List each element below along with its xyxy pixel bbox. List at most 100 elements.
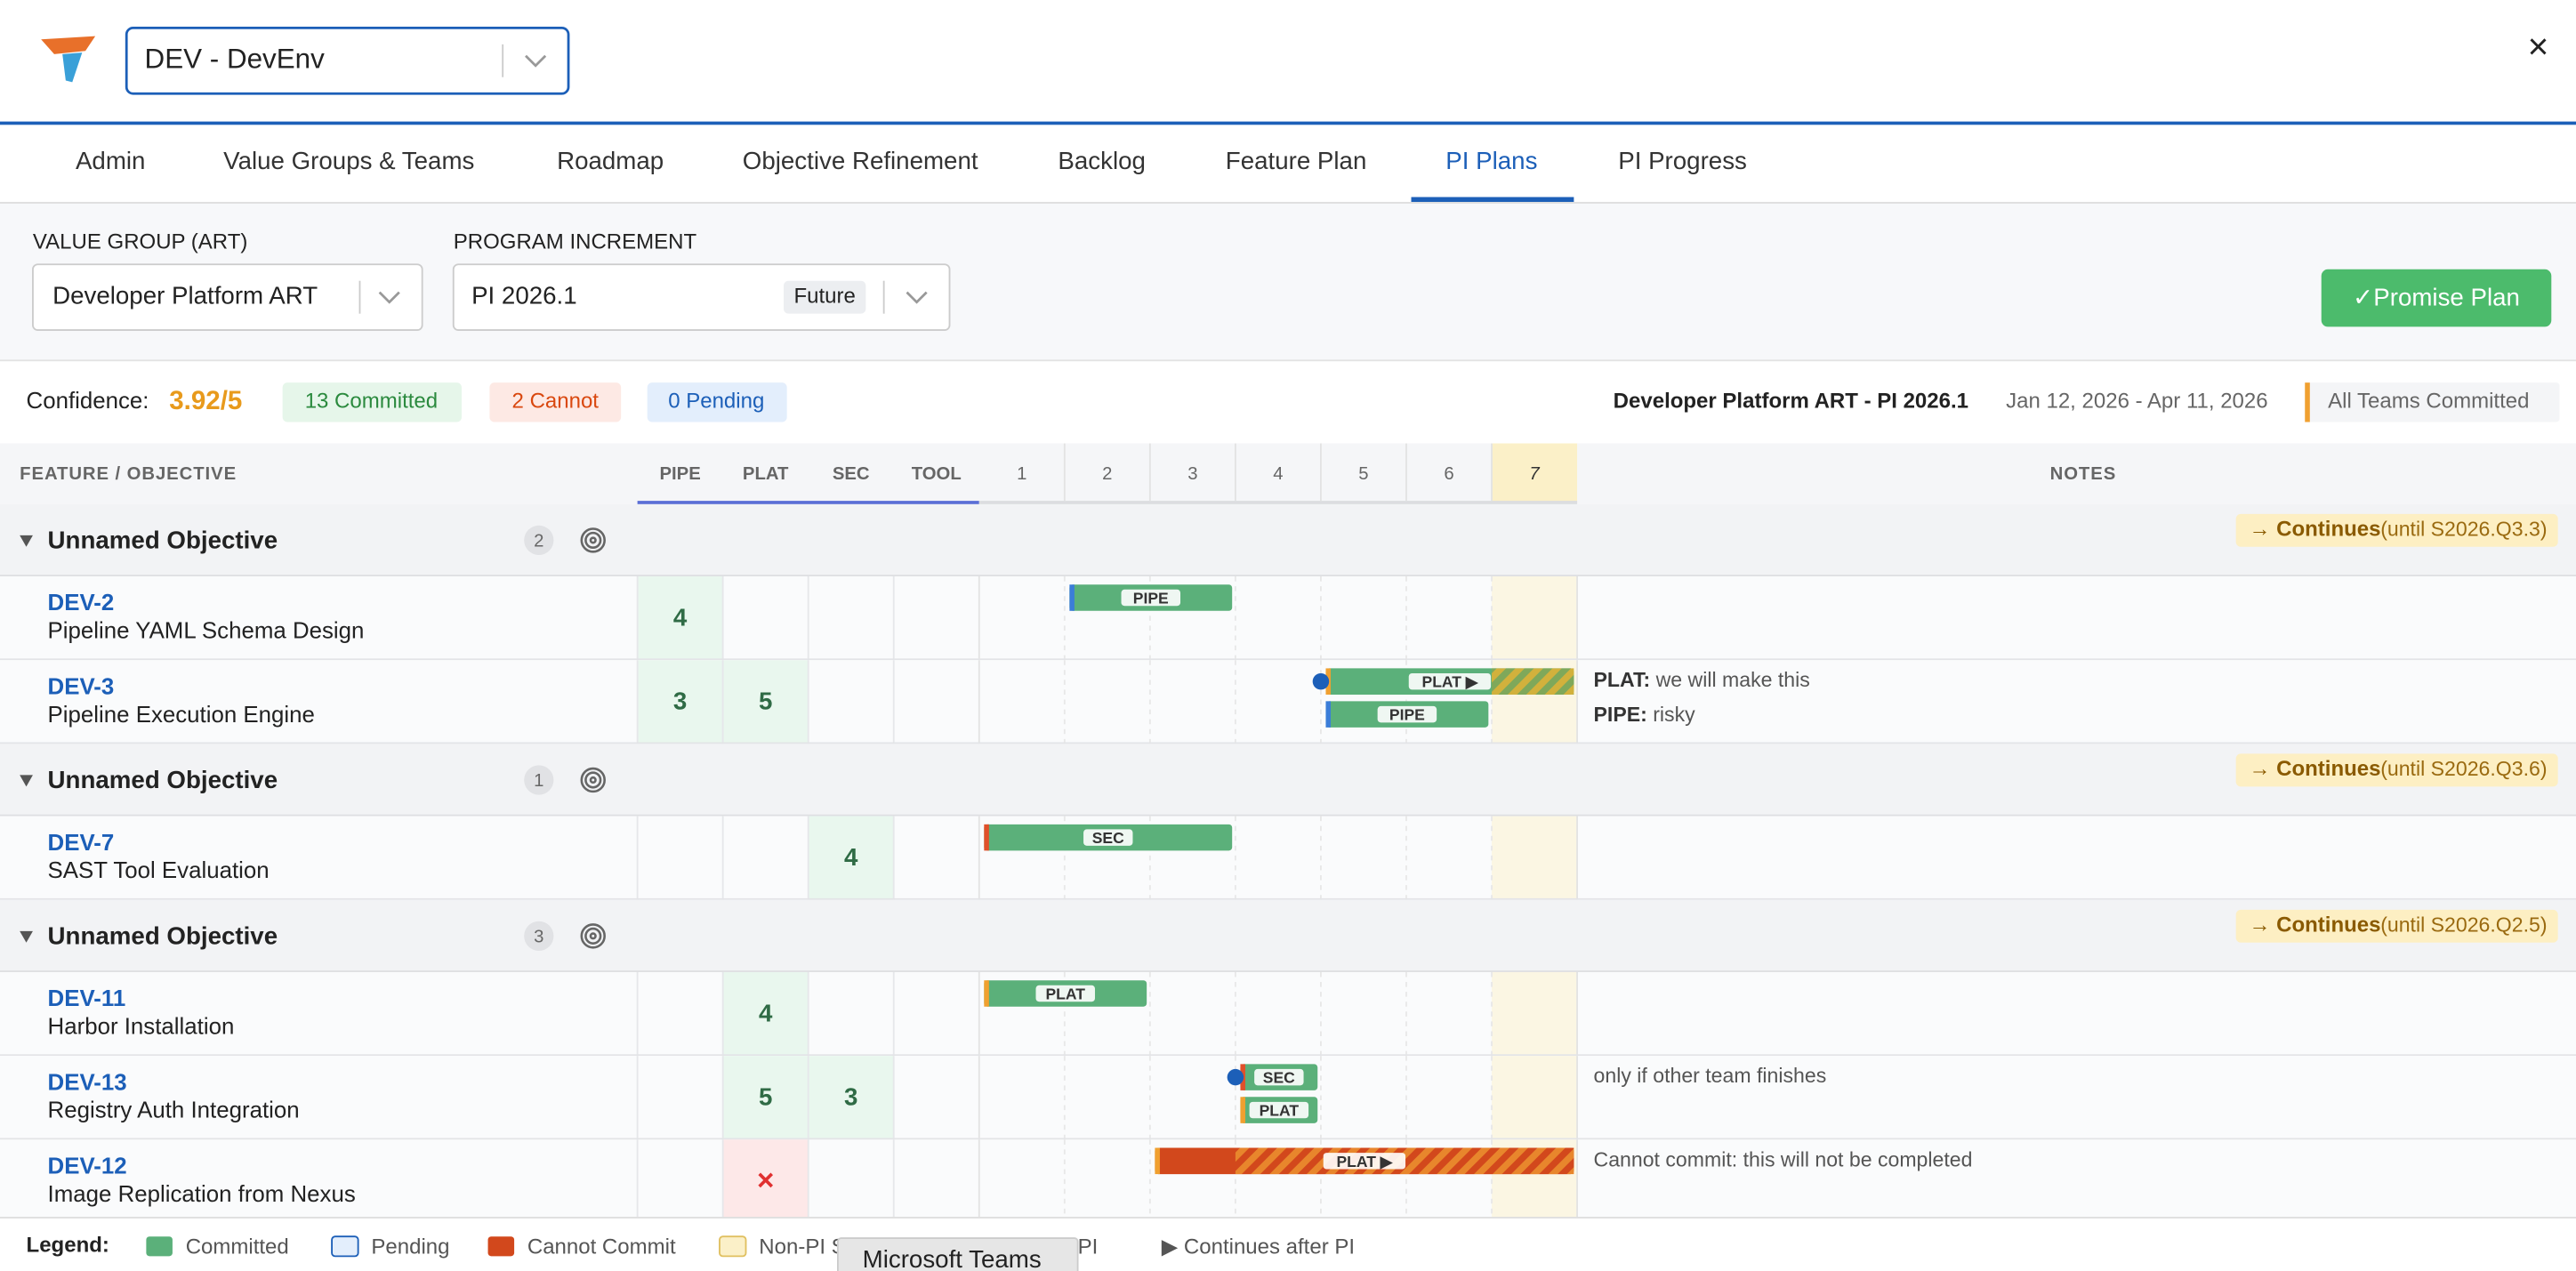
feature-id[interactable]: DEV-3 <box>48 674 115 699</box>
target-icon[interactable] <box>584 927 602 945</box>
legend-title: Legend: <box>27 1234 109 1258</box>
badge-bg <box>282 382 462 422</box>
env-select[interactable] <box>125 27 570 95</box>
note-team: PLAT: <box>1594 668 1651 691</box>
team-accent <box>984 980 989 1007</box>
continues-badge <box>2235 513 2558 547</box>
feature-id[interactable]: DEV-12 <box>48 1154 127 1179</box>
points-cell <box>722 1139 809 1224</box>
team-header: TOOL <box>912 464 962 484</box>
sprint-7-bg <box>1492 1056 1578 1140</box>
sprint-underline <box>978 501 1578 506</box>
feature-name: Pipeline YAML Schema Design <box>48 619 365 644</box>
target-icon[interactable] <box>584 771 602 789</box>
objective-row <box>0 744 2576 816</box>
tab[interactable]: Value Groups & Teams <box>223 147 474 174</box>
legend-swatch <box>719 1235 747 1258</box>
bar-label: SEC <box>1092 829 1124 847</box>
collapse-icon[interactable] <box>20 930 33 943</box>
target-icon[interactable] <box>580 767 606 793</box>
promise-button[interactable] <box>2321 269 2552 327</box>
note: only if other team finishes <box>1594 1064 1827 1087</box>
starts-before-dot <box>1312 672 1330 690</box>
target-icon[interactable] <box>580 923 606 949</box>
non-pi-sprint-header <box>1492 443 1578 504</box>
pi-badge: Future <box>793 285 855 309</box>
target-icon[interactable] <box>589 536 597 544</box>
team-accent <box>984 824 989 851</box>
feature-name: SAST Tool Evaluation <box>48 858 270 883</box>
target-icon[interactable] <box>580 527 606 553</box>
target-icon[interactable] <box>589 932 597 940</box>
note: Cannot commit: this will not be complete… <box>1594 1147 1973 1170</box>
row-border <box>0 1054 2576 1057</box>
bar-label: PLAT ▶ <box>1336 1153 1393 1170</box>
tooltip-label: Microsoft Teams <box>863 1245 1042 1271</box>
feature-id[interactable]: DEV-13 <box>48 1070 127 1095</box>
points-cell <box>637 576 723 661</box>
legend-item: Committed <box>186 1235 289 1259</box>
note-team: PIPE: <box>1594 703 1647 726</box>
continues-label: → Continues <box>2249 757 2380 781</box>
points: 5 <box>759 1082 772 1110</box>
tab[interactable]: PI Progress <box>1618 147 1747 174</box>
target-icon[interactable] <box>589 776 597 784</box>
points-cell <box>722 971 809 1057</box>
tab[interactable]: PI Plans <box>1445 147 1537 174</box>
points: 5 <box>759 688 772 715</box>
objective-row <box>0 503 2576 577</box>
bar-label-bg <box>1249 1101 1309 1119</box>
tab[interactable]: Admin <box>76 147 145 174</box>
legend-bar <box>0 1217 2576 1271</box>
chevron <box>525 54 547 68</box>
legend-item: Cannot Commit <box>527 1235 676 1259</box>
row-border <box>0 658 2576 661</box>
status-accent <box>2305 382 2310 422</box>
bar-label-bg <box>1121 589 1181 607</box>
row-border <box>0 1138 2576 1140</box>
feature-row <box>0 576 2576 661</box>
points-cell <box>722 660 809 744</box>
tab[interactable]: Feature Plan <box>1226 147 1367 174</box>
pi-badge-bg <box>783 280 866 314</box>
feature-id[interactable]: DEV-7 <box>48 831 115 856</box>
target-icon[interactable] <box>584 531 602 550</box>
tab[interactable]: Objective Refinement <box>743 147 978 174</box>
feature-name: Harbor Installation <box>48 1015 235 1040</box>
points: 3 <box>673 688 687 715</box>
committed-count: 13 Committed <box>305 390 438 414</box>
objective-count: 3 <box>534 928 543 947</box>
collapse-icon[interactable] <box>20 775 33 787</box>
continues-badge <box>2235 753 2558 787</box>
sprint-header: 5 <box>1358 464 1368 484</box>
bar-label-bg <box>1323 1153 1406 1170</box>
continues-until: (until S2026.Q2.5) <box>2380 913 2547 936</box>
filter-label: VALUE GROUP (ART) <box>33 230 247 254</box>
filter-bar <box>0 203 2576 362</box>
team-header: SEC <box>833 464 870 484</box>
tab[interactable]: Roadmap <box>557 147 664 174</box>
sprint-header: 4 <box>1273 464 1283 484</box>
objective-title: Unnamed Objective <box>48 527 278 554</box>
points-cell <box>808 816 894 900</box>
sprint-7-bg <box>1492 576 1578 661</box>
objective-row <box>0 899 2576 972</box>
points: × <box>757 1164 774 1197</box>
points-cell <box>722 1056 809 1140</box>
table-header <box>0 443 2576 504</box>
legend-swatch <box>487 1236 515 1257</box>
sprint-header: 3 <box>1187 464 1197 484</box>
value-group-select[interactable] <box>32 263 423 332</box>
points: 4 <box>759 999 773 1026</box>
collapse-icon[interactable] <box>20 535 33 547</box>
row-border <box>0 897 2576 900</box>
bar-label-bg <box>1254 1068 1304 1086</box>
feature-id[interactable]: DEV-11 <box>48 986 126 1011</box>
bar-label-bg <box>1035 985 1095 1002</box>
close-button[interactable]: × <box>2528 26 2549 67</box>
header-border <box>0 121 2576 125</box>
continues-until: (until S2026.Q3.6) <box>2380 757 2547 780</box>
pi-name: PI 2026.1 <box>471 281 577 309</box>
tab[interactable]: Backlog <box>1058 147 1146 174</box>
feature-id[interactable]: DEV-2 <box>48 591 115 615</box>
